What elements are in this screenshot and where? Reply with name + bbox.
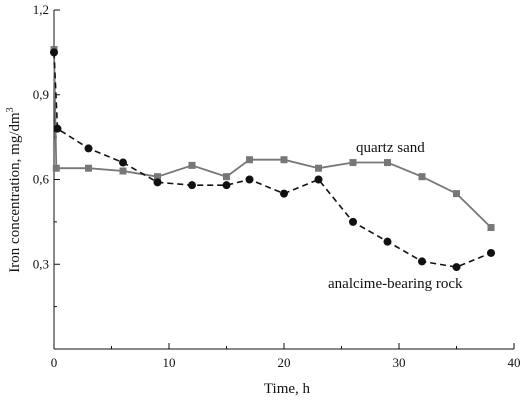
data-point-square [246, 156, 253, 164]
annotation-analcime-bearing-rock: analcime-bearing rock [328, 276, 463, 292]
data-point-circle [314, 175, 323, 184]
data-point-circle [50, 48, 58, 57]
series-line [53, 49, 492, 229]
series-layer [50, 46, 495, 272]
data-point-circle [280, 189, 288, 198]
x-axis-title: Time, h [264, 381, 311, 397]
data-point-circle [153, 178, 162, 187]
x-tick-label: 30 [393, 355, 406, 370]
data-point-circle [452, 263, 461, 272]
data-point-square [52, 164, 60, 172]
data-point-square [280, 156, 288, 164]
data-point-square [154, 173, 161, 181]
x-tick-label: 10 [163, 355, 176, 370]
data-point-circle [349, 217, 357, 226]
annotation-quartz-sand: quartz sand [356, 140, 425, 156]
x-tick-label: 0 [51, 355, 58, 370]
data-point-circle [245, 175, 254, 184]
data-point-circle [84, 144, 93, 153]
data-point-square [188, 161, 196, 169]
data-point-circle [53, 124, 62, 133]
y-axis-title-main: Iron concentration, mg/dm [7, 112, 23, 273]
y-axis-title: Iron concentration, mg/dm3 [5, 107, 23, 272]
x-tick-label: 40 [508, 355, 520, 370]
y-ticks: 0,3 0,6 0,9 1,2 [33, 2, 60, 308]
x-ticks: 0 10 20 30 40 [51, 343, 520, 370]
x-tick-label: 20 [278, 355, 291, 370]
y-axis-title-superscript: 3 [5, 107, 16, 112]
data-point-square [384, 159, 391, 167]
data-point-square [487, 224, 495, 232]
y-tick-label: 0,3 [33, 256, 49, 271]
series-analcime-bearing-rock [50, 48, 495, 272]
y-tick-label: 0,6 [33, 172, 50, 187]
data-point-circle [222, 181, 231, 190]
data-point-square [453, 190, 460, 198]
data-point-square [315, 164, 322, 172]
data-point-square [223, 173, 230, 181]
data-point-circle [487, 248, 495, 257]
data-point-square [418, 173, 426, 181]
data-point-circle [383, 237, 392, 246]
data-point-circle [188, 181, 196, 190]
data-point-square [85, 164, 92, 172]
y-tick-label: 0,9 [33, 87, 49, 102]
data-point-square [119, 167, 127, 175]
data-point-circle [418, 257, 426, 266]
data-point-circle [119, 158, 127, 167]
series-quartz-sand [50, 46, 495, 232]
data-point-square [349, 159, 357, 167]
axes [53, 10, 514, 350]
y-tick-label: 1,2 [33, 2, 49, 17]
